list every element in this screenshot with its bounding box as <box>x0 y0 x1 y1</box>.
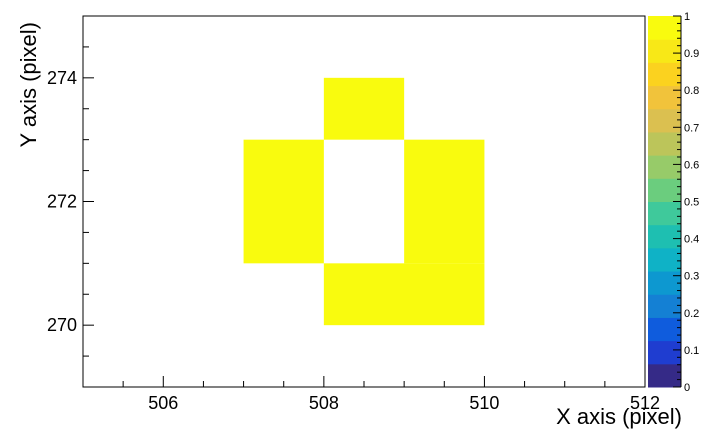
palette-swatch <box>648 62 681 87</box>
x-tick-label: 508 <box>309 393 339 413</box>
palette-swatch <box>648 108 681 133</box>
palette-tick-label: 0.2 <box>684 308 699 320</box>
heatmap-cell <box>323 77 405 140</box>
x-axis-ticks: 506 508 510 512 <box>82 376 660 413</box>
palette-swatch <box>648 85 681 110</box>
x-tick-label: 510 <box>469 393 499 413</box>
palette-tick-label: 1 <box>684 11 690 23</box>
palette-swatch <box>648 294 681 318</box>
y-axis-title: Y axis (pixel) <box>16 22 41 148</box>
palette-tick-label: 0.7 <box>684 122 699 134</box>
palette-swatch <box>648 363 681 388</box>
plot-frame <box>82 15 646 388</box>
palette-swatch <box>648 271 681 295</box>
color-palette <box>648 16 682 388</box>
heatmap-cell <box>404 139 485 264</box>
palette-tick-label: 0.8 <box>684 85 699 97</box>
palette-tick-label: 0 <box>684 382 690 394</box>
palette-swatch <box>648 131 681 156</box>
palette-tick-label: 0.6 <box>684 159 699 171</box>
y-tick-label: 274 <box>47 68 77 88</box>
x-tick-label: 512 <box>630 393 660 413</box>
palette-tick-label: 0.3 <box>684 271 699 283</box>
palette-swatch <box>648 16 681 40</box>
palette-swatch <box>648 39 681 63</box>
x-axis-title: X axis (pixel) <box>556 404 682 429</box>
palette-swatch <box>648 178 681 202</box>
palette-tick-label: 0.9 <box>684 48 699 60</box>
palette-swatch <box>648 155 681 179</box>
y-tick-label: 272 <box>47 192 77 212</box>
y-tick-label: 270 <box>47 315 77 335</box>
palette-tick-label: 0.5 <box>684 197 699 209</box>
palette-ticks: 0 0.1 0.2 0.3 0.4 0.5 0.6 0.7 0.8 0.9 1 <box>673 11 699 394</box>
palette-swatch <box>648 224 681 249</box>
palette-tick-label: 0.1 <box>684 345 699 357</box>
palette-swatch <box>648 201 681 226</box>
palette-tick-label: 0.4 <box>684 234 699 246</box>
palette-swatch <box>648 340 681 365</box>
palette-swatch <box>648 247 681 272</box>
heatmap-cell <box>323 263 485 326</box>
heatmap-cell <box>243 139 324 264</box>
palette-swatch <box>648 317 681 342</box>
x-tick-label: 506 <box>148 393 178 413</box>
y-axis-ticks: 270 272 274 <box>47 15 94 388</box>
heatmap-cells <box>243 77 485 326</box>
